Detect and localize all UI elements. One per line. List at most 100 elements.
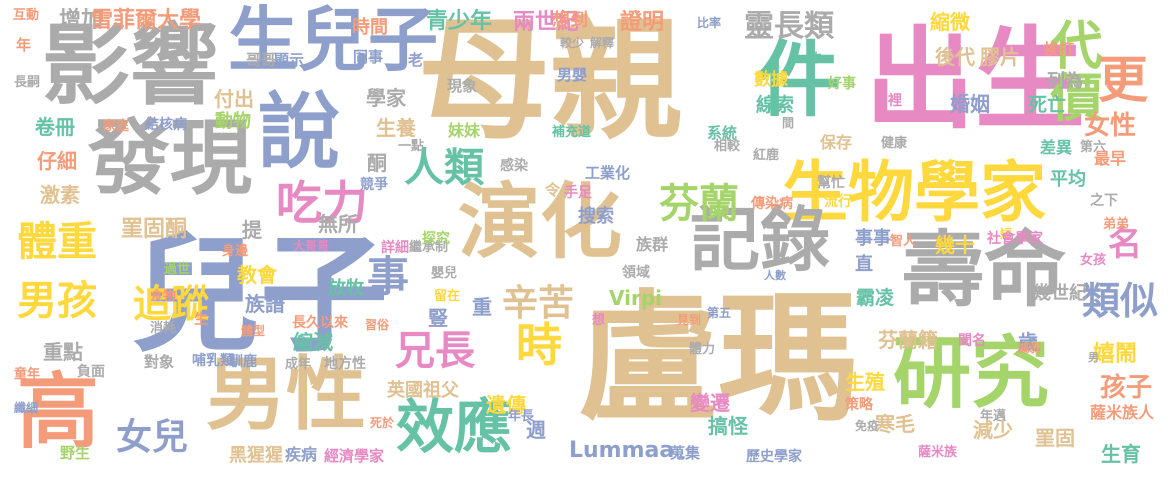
- word-179-薩米族: 薩米族: [918, 445, 958, 460]
- word-167-減少: 減少: [973, 418, 1013, 442]
- word-44-時間: 時間: [352, 17, 388, 38]
- word-100-罣固酮: 罣固酮: [121, 217, 188, 242]
- word-11-壽命: 壽命: [902, 223, 1067, 318]
- word-171-生育: 生育: [1101, 442, 1141, 466]
- word-157-遺傳: 遺傳: [486, 393, 526, 417]
- word-14-研究: 研究: [893, 329, 1050, 419]
- word-99-之下: 之下: [1090, 193, 1118, 209]
- word-117-教會: 教會: [237, 263, 277, 287]
- word-69-結核病: 結核病: [145, 117, 187, 133]
- word-29-追蹤: 追蹤: [133, 282, 210, 326]
- word-172-野生: 野生: [60, 444, 91, 462]
- word-176-Lummaa: Lummaa: [569, 438, 675, 463]
- word-177-蒐集: 蒐集: [670, 444, 701, 462]
- word-49-哥哥: 哥哥: [246, 51, 277, 69]
- word-54-解釋: 解釋: [590, 36, 615, 50]
- word-173-黑猩猩: 黑猩猩: [229, 445, 283, 466]
- word-39-兩世紀: 兩世紀: [513, 10, 580, 35]
- word-84-差異: 差異: [1040, 138, 1073, 157]
- word-129-重: 重: [472, 295, 492, 319]
- word-80-一點: 一點: [398, 139, 425, 154]
- word-149-馴鹿: 馴鹿: [229, 354, 257, 370]
- word-93-令: 令: [545, 181, 561, 199]
- word-170-免疫: 免疫: [855, 419, 880, 433]
- word-47-互動: 互動: [13, 8, 40, 23]
- word-118-過世: 過世: [164, 262, 191, 277]
- word-112-繼承制: 繼承制: [409, 240, 449, 255]
- word-102-無所: 無所: [318, 212, 358, 236]
- word-60-男嬰: 男嬰: [557, 66, 588, 84]
- word-104-幾十: 幾十: [935, 233, 975, 257]
- word-26-時: 時: [516, 318, 562, 372]
- word-30-女兒: 女兒: [116, 417, 189, 458]
- word-41-縮微: 縮微: [930, 10, 970, 34]
- word-74-系統: 系統: [707, 124, 738, 142]
- word-78-仔細: 仔細: [37, 149, 77, 173]
- word-31-類似: 類似: [1082, 279, 1159, 323]
- word-89-競爭: 競爭: [360, 177, 388, 193]
- word-107-社會學家: 社會學家: [987, 231, 1043, 247]
- word-108-弟弟: 弟弟: [1103, 217, 1130, 232]
- word-131-長久以來: 長久以來: [292, 315, 348, 331]
- word-33-女性: 女性: [1084, 111, 1137, 141]
- word-98-流行: 流行: [824, 194, 852, 210]
- word-92-手足: 手足: [564, 185, 592, 201]
- word-140-芬蘭籍: 芬蘭籍: [878, 328, 938, 352]
- word-76-婚姻: 婚姻: [950, 92, 990, 116]
- word-37-雪菲爾大學: 雪菲爾大學: [91, 8, 202, 33]
- word-168-罣固: 罣固: [1035, 426, 1075, 450]
- word-57-長嗣: 長嗣: [14, 75, 41, 90]
- word-15-男性: 男性: [206, 348, 366, 441]
- word-154-負面: 負面: [77, 364, 105, 380]
- word-18-代價: 代價: [1041, 18, 1101, 122]
- word-137-習俗: 習俗: [365, 318, 390, 332]
- word-38-青少年: 青少年: [426, 9, 493, 34]
- word-120-人數: 人數: [764, 269, 786, 282]
- word-132-豎: 豎: [428, 306, 448, 330]
- word-21-人類: 人類: [404, 145, 484, 191]
- word-143-減弱: 減弱: [1017, 341, 1042, 355]
- word-174-疾病: 疾病: [285, 445, 318, 464]
- word-150-地方性: 地方性: [324, 356, 366, 372]
- word-32-名: 名: [1108, 224, 1142, 264]
- word-161-纖細: 纖細: [14, 401, 39, 415]
- word-10-生物學家: 生物學家: [782, 154, 1046, 231]
- word-70-動物: 動物: [215, 111, 251, 132]
- word-51-同事: 同事: [353, 48, 384, 66]
- word-36-增加: 增加: [59, 8, 104, 33]
- word-50-顯示: 顯示: [274, 51, 305, 69]
- word-145-體力: 體力: [689, 342, 716, 357]
- word-175-經濟學家: 經濟學家: [324, 447, 385, 465]
- word-169-薩米族人: 薩米族人: [1090, 403, 1155, 422]
- word-101-提: 提: [242, 218, 262, 242]
- word-109-身邊: 身邊: [222, 244, 249, 259]
- word-81-相較: 相較: [714, 139, 741, 154]
- word-68-家庭: 家庭: [103, 119, 130, 134]
- word-130-生: 生: [194, 312, 208, 328]
- word-115-直: 直: [855, 254, 873, 275]
- word-61-數據: 數據: [754, 70, 788, 90]
- word-114-族群: 族群: [636, 235, 669, 254]
- word-24-男孩: 男孩: [17, 278, 97, 324]
- word-86-紅鹿: 紅鹿: [753, 148, 780, 163]
- word-128-Virpi: Virpi: [609, 286, 663, 310]
- word-71-生養: 生養: [376, 116, 416, 140]
- word-43-膠片: 膠片: [980, 45, 1020, 69]
- word-28-辛苦: 辛苦: [502, 283, 575, 324]
- word-53-較少: 較少: [560, 36, 585, 50]
- word-6-說: 說: [258, 85, 341, 180]
- word-19-更: 更: [1098, 51, 1148, 109]
- word-64-付出: 付出: [214, 87, 254, 111]
- word-8-生兒子: 生兒子: [228, 0, 438, 81]
- word-116-女孩: 女孩: [1080, 253, 1107, 268]
- word-35-孩子: 孩子: [1100, 373, 1153, 403]
- word-75-間: 間: [782, 116, 795, 130]
- word-27-兄長: 兄長: [395, 328, 475, 374]
- word-164-週: 週: [526, 418, 546, 442]
- word-141-聞名: 聞名: [958, 333, 986, 349]
- word-125-霸凌: 霸凌: [856, 287, 895, 309]
- word-67-卷冊: 卷冊: [35, 115, 75, 139]
- word-72-妹妹: 妹妹: [448, 121, 481, 140]
- word-163-年長: 年長: [508, 409, 535, 424]
